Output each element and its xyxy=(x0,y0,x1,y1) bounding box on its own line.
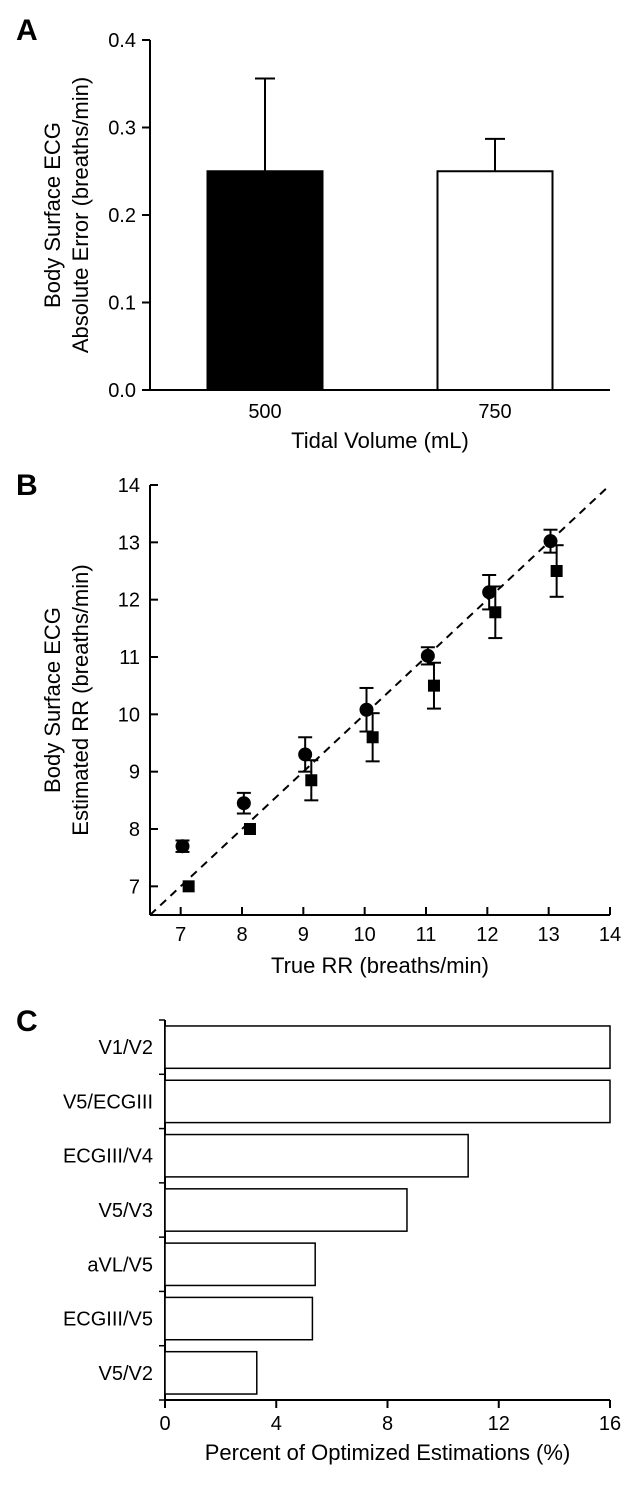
chart-c-svg: V1/V2 V5/ECGIII ECGIII/V4 V5/V3 aVL/V5 ECGIII… xyxy=(10,1005,629,1475)
svg-text:12: 12 xyxy=(476,924,498,946)
svg-text:14: 14 xyxy=(599,924,621,946)
panel-c: C V1/V2 V5/ECGIII ECGIII/V4 V5/V3 aVL/V5 ECGI… xyxy=(10,1005,629,1475)
panel-b: B 7 8 9 10 11 12 13 14 7 8 9 10 11 12 13 14 True RR (bre… xyxy=(10,465,629,995)
figure-container: A 0.0 0.1 0.2 0.3 0.4 500 750 Tidal Volume (mL)… xyxy=(10,10,629,1475)
svg-text:11: 11 xyxy=(119,647,140,669)
svg-text:True RR (breaths/min): True RR (breaths/min) xyxy=(271,953,489,978)
svg-text:0.3: 0.3 xyxy=(108,118,136,140)
panel-label-a: A xyxy=(16,14,38,48)
svg-text:12: 12 xyxy=(118,590,140,612)
svg-text:Estimated RR (breaths/min): Estimated RR (breaths/min) xyxy=(68,564,93,835)
svg-text:9: 9 xyxy=(129,762,140,784)
svg-text:ECGIII/V5: ECGIII/V5 xyxy=(63,1309,153,1331)
svg-text:500: 500 xyxy=(248,401,281,423)
svg-text:0.4: 0.4 xyxy=(108,30,136,52)
svg-text:Body Surface ECG: Body Surface ECG xyxy=(40,122,65,308)
svg-text:13: 13 xyxy=(538,924,560,946)
svg-text:11: 11 xyxy=(416,924,437,946)
svg-text:ECGIII/V4: ECGIII/V4 xyxy=(63,1146,153,1168)
panel-a: A 0.0 0.1 0.2 0.3 0.4 500 750 Tidal Volume (mL)… xyxy=(10,10,629,455)
svg-text:0: 0 xyxy=(159,1413,170,1435)
svg-text:9: 9 xyxy=(298,924,309,946)
svg-text:7: 7 xyxy=(129,876,140,898)
svg-text:12: 12 xyxy=(488,1413,510,1435)
chart-b-svg: 7 8 9 10 11 12 13 14 7 8 9 10 11 12 13 14 True RR (breat… xyxy=(10,465,629,995)
svg-text:16: 16 xyxy=(599,1413,621,1435)
svg-text:8: 8 xyxy=(129,819,140,841)
svg-text:aVL/V5: aVL/V5 xyxy=(87,1254,153,1276)
svg-text:8: 8 xyxy=(382,1413,393,1435)
svg-text:V5/ECGIII: V5/ECGIII xyxy=(63,1091,153,1113)
svg-text:7: 7 xyxy=(175,924,186,946)
svg-text:Body Surface ECG: Body Surface ECG xyxy=(40,607,65,793)
chart-a-svg: 0.0 0.1 0.2 0.3 0.4 500 750 Tidal Volume (mL) Bo… xyxy=(10,10,629,455)
svg-text:0.0: 0.0 xyxy=(108,380,136,402)
svg-text:0.2: 0.2 xyxy=(108,205,136,227)
svg-text:750: 750 xyxy=(478,401,511,423)
svg-text:13: 13 xyxy=(118,532,140,554)
svg-text:14: 14 xyxy=(118,475,140,497)
svg-text:0.1: 0.1 xyxy=(108,293,136,315)
svg-text:10: 10 xyxy=(118,704,140,726)
panel-label-c: C xyxy=(16,1005,38,1039)
svg-text:10: 10 xyxy=(354,924,376,946)
svg-text:V1/V2: V1/V2 xyxy=(99,1037,153,1059)
svg-text:V5/V3: V5/V3 xyxy=(99,1200,153,1222)
svg-text:Tidal Volume (mL): Tidal Volume (mL) xyxy=(291,428,469,453)
svg-text:4: 4 xyxy=(271,1413,282,1435)
panel-label-b: B xyxy=(16,469,38,503)
svg-text:Absolute Error (breaths/min): Absolute Error (breaths/min) xyxy=(68,77,93,353)
svg-text:8: 8 xyxy=(236,924,247,946)
svg-text:Percent of Optimized Estimatio: Percent of Optimized Estimations (%) xyxy=(205,1440,571,1465)
svg-text:V5/V2: V5/V2 xyxy=(99,1363,153,1385)
